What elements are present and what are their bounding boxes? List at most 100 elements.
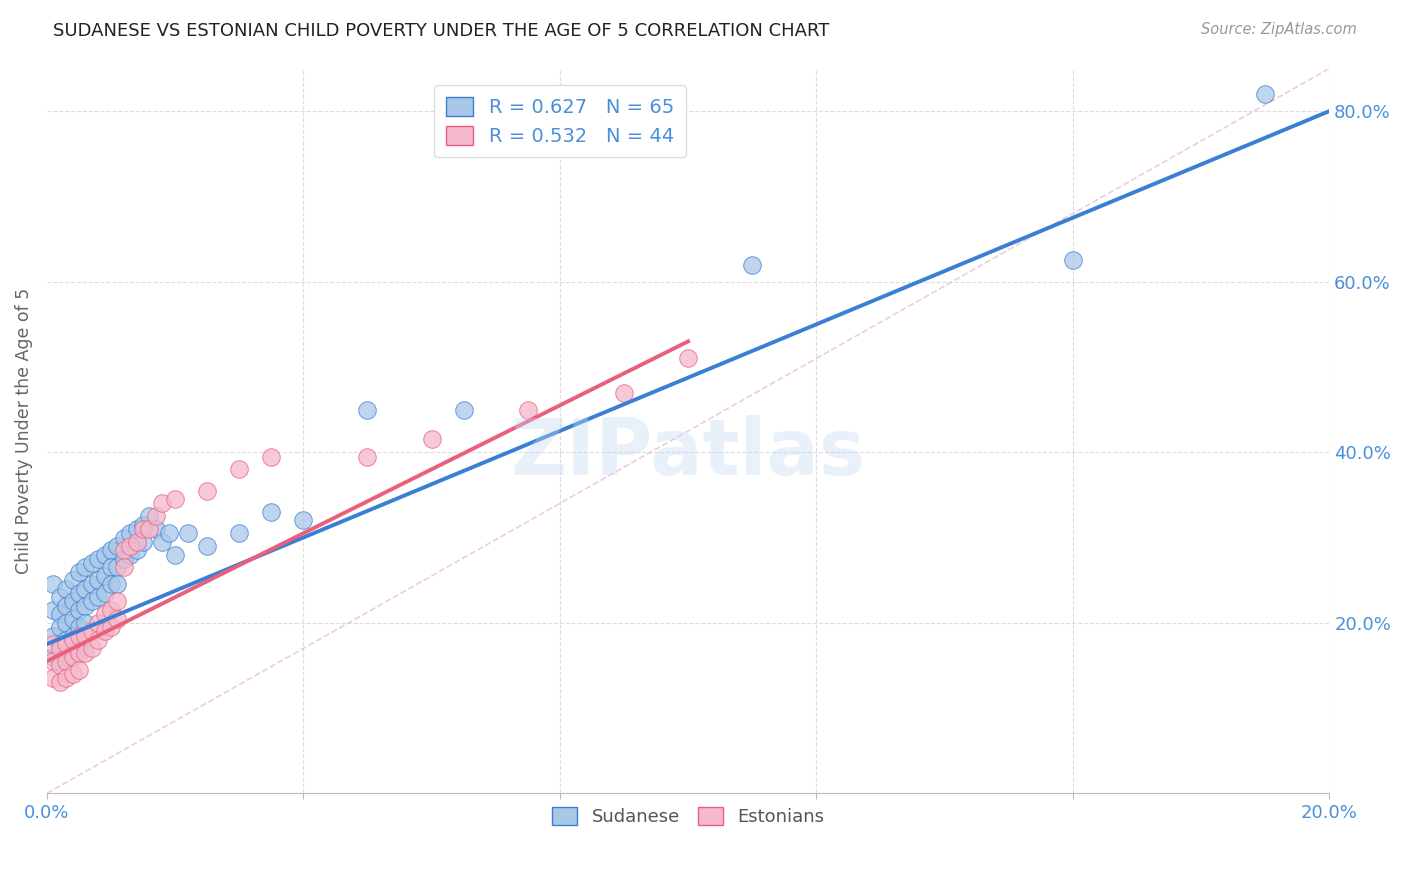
Point <box>260 450 283 464</box>
Point <box>157 526 180 541</box>
Point <box>80 556 103 570</box>
Point <box>138 509 160 524</box>
Point <box>120 526 142 541</box>
Point <box>48 641 70 656</box>
Point <box>62 632 84 647</box>
Point <box>67 663 90 677</box>
Point <box>93 624 115 639</box>
Text: Source: ZipAtlas.com: Source: ZipAtlas.com <box>1201 22 1357 37</box>
Point <box>120 548 142 562</box>
Point <box>42 671 65 685</box>
Point <box>75 615 97 630</box>
Point <box>48 658 70 673</box>
Text: ZIPatlas: ZIPatlas <box>510 415 866 491</box>
Point <box>80 641 103 656</box>
Point <box>67 603 90 617</box>
Point <box>75 629 97 643</box>
Text: SUDANESE VS ESTONIAN CHILD POVERTY UNDER THE AGE OF 5 CORRELATION CHART: SUDANESE VS ESTONIAN CHILD POVERTY UNDER… <box>53 22 830 40</box>
Point <box>55 615 77 630</box>
Point <box>100 620 122 634</box>
Point <box>55 632 77 647</box>
Point <box>42 577 65 591</box>
Point <box>48 654 70 668</box>
Point <box>80 624 103 639</box>
Point <box>42 629 65 643</box>
Point <box>87 615 110 630</box>
Point <box>62 573 84 587</box>
Point <box>195 483 218 498</box>
Point <box>1062 253 1084 268</box>
Point <box>356 450 378 464</box>
Point <box>613 385 636 400</box>
Point <box>93 569 115 583</box>
Point <box>48 591 70 605</box>
Point <box>100 603 122 617</box>
Point <box>55 582 77 596</box>
Point <box>1254 87 1277 101</box>
Point <box>48 637 70 651</box>
Point <box>80 594 103 608</box>
Point <box>125 543 148 558</box>
Point <box>145 509 167 524</box>
Point <box>112 560 135 574</box>
Point <box>138 522 160 536</box>
Point <box>741 258 763 272</box>
Point <box>55 671 77 685</box>
Point <box>42 649 65 664</box>
Point <box>112 531 135 545</box>
Point <box>132 534 155 549</box>
Point <box>125 534 148 549</box>
Point <box>107 539 129 553</box>
Point <box>292 513 315 527</box>
Point <box>67 629 90 643</box>
Point <box>107 611 129 625</box>
Point <box>165 548 187 562</box>
Point <box>75 599 97 613</box>
Point <box>67 586 90 600</box>
Point <box>93 607 115 622</box>
Point <box>48 675 70 690</box>
Point <box>55 654 77 668</box>
Point <box>228 462 250 476</box>
Point <box>150 534 173 549</box>
Point <box>62 649 84 664</box>
Point <box>420 433 443 447</box>
Point <box>453 402 475 417</box>
Point <box>67 620 90 634</box>
Y-axis label: Child Poverty Under the Age of 5: Child Poverty Under the Age of 5 <box>15 288 32 574</box>
Point <box>55 599 77 613</box>
Point <box>100 577 122 591</box>
Point <box>42 654 65 668</box>
Point <box>87 573 110 587</box>
Point <box>55 637 77 651</box>
Point <box>67 641 90 656</box>
Point <box>62 594 84 608</box>
Point <box>42 637 65 651</box>
Point <box>177 526 200 541</box>
Point <box>87 591 110 605</box>
Point <box>107 577 129 591</box>
Point <box>132 522 155 536</box>
Point <box>260 505 283 519</box>
Point <box>516 402 538 417</box>
Point <box>100 560 122 574</box>
Point <box>125 522 148 536</box>
Point <box>93 548 115 562</box>
Point <box>100 543 122 558</box>
Point <box>67 565 90 579</box>
Point <box>107 560 129 574</box>
Point <box>55 649 77 664</box>
Point <box>75 646 97 660</box>
Point <box>87 552 110 566</box>
Point <box>87 632 110 647</box>
Point <box>107 594 129 608</box>
Point <box>42 603 65 617</box>
Point <box>676 351 699 366</box>
Point <box>150 496 173 510</box>
Point <box>93 586 115 600</box>
Point <box>67 646 90 660</box>
Point <box>48 620 70 634</box>
Point <box>228 526 250 541</box>
Point <box>112 543 135 558</box>
Point <box>75 582 97 596</box>
